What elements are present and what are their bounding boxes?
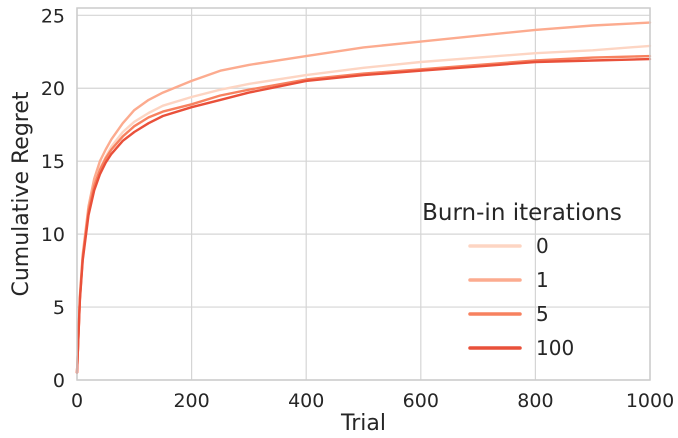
series-line-100 xyxy=(75,57,652,374)
legend-label-0: 0 xyxy=(536,234,549,258)
y-tick-label: 5 xyxy=(53,297,65,319)
x-tick-label: 800 xyxy=(517,390,553,412)
y-tick-label: 15 xyxy=(41,151,65,173)
legend-label-5: 5 xyxy=(536,302,549,326)
legend-label-100: 100 xyxy=(536,336,574,360)
legend: Burn-in iterations 0 1 5 100 xyxy=(422,200,622,360)
x-tick-labels: 0 200 400 600 800 1000 xyxy=(71,390,674,412)
legend-title: Burn-in iterations xyxy=(422,200,622,226)
y-tick-label: 0 xyxy=(53,370,65,392)
series-line-1 xyxy=(75,21,652,374)
grid xyxy=(76,8,651,381)
x-axis-label: Trial xyxy=(340,411,386,436)
x-tick-label: 1000 xyxy=(626,390,674,412)
y-tick-label: 20 xyxy=(41,78,65,100)
x-tick-label: 600 xyxy=(403,390,439,412)
y-axis-label: Cumulative Regret xyxy=(9,91,34,296)
x-tick-label: 400 xyxy=(288,390,324,412)
y-tick-label: 10 xyxy=(41,224,65,246)
legend-label-1: 1 xyxy=(536,268,549,292)
x-tick-label: 200 xyxy=(173,390,209,412)
series-lines xyxy=(75,21,652,374)
y-tick-label: 25 xyxy=(41,5,65,27)
y-tick-labels: 0 5 10 15 20 25 xyxy=(41,5,65,392)
x-tick-label: 0 xyxy=(71,390,83,412)
plot-frame xyxy=(76,7,651,381)
